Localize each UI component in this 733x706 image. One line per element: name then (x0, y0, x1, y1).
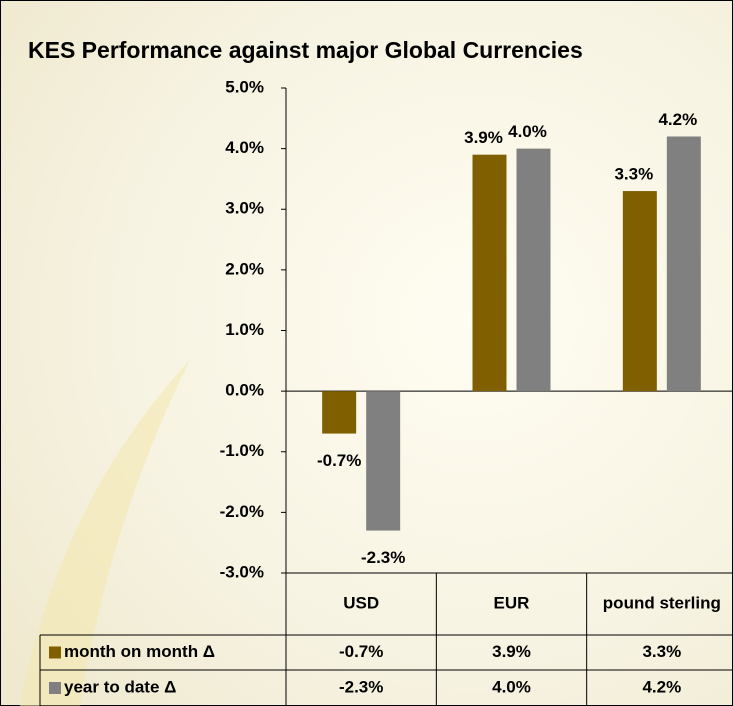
data-label: 4.0% (508, 122, 547, 141)
y-tick-label: -1.0% (220, 441, 264, 460)
bar (472, 154, 507, 392)
y-tick-label: 3.0% (225, 199, 264, 218)
decoration (20, 360, 190, 706)
y-tick-label: 0.0% (225, 381, 264, 400)
data-label: 3.9% (464, 128, 503, 147)
table-cell: 4.2% (642, 677, 681, 696)
table-cell: -2.3% (339, 677, 383, 696)
x-tick-label: EUR (494, 593, 530, 612)
y-tick-label: 5.0% (225, 77, 264, 96)
chart-title: KES Performance against major Global Cur… (28, 37, 583, 63)
bar (322, 391, 357, 434)
bar (516, 148, 551, 392)
data-label: 4.2% (658, 110, 697, 129)
x-tick-label: USD (343, 593, 379, 612)
table-cell: -0.7% (339, 642, 383, 661)
data-label: -2.3% (361, 548, 405, 567)
table-cell: 3.3% (642, 642, 681, 661)
table-cell: 3.9% (492, 642, 531, 661)
legend-swatch (49, 646, 61, 659)
legend-swatch (49, 682, 61, 694)
y-tick-label: -3.0% (220, 562, 264, 581)
y-tick-label: 1.0% (225, 320, 264, 339)
legend-label: month on month Δ (64, 642, 215, 661)
data-label: 3.3% (614, 165, 653, 184)
bar (622, 191, 657, 392)
x-tick-label: pound sterling (603, 593, 721, 612)
table-cell: 4.0% (492, 677, 531, 696)
y-tick-label: 4.0% (225, 138, 264, 157)
y-tick-label: 2.0% (225, 259, 264, 278)
legend-label: year to date Δ (64, 677, 176, 696)
bar (666, 136, 701, 392)
bar (366, 391, 401, 531)
y-tick-label: -2.0% (220, 502, 264, 521)
data-label: -0.7% (317, 451, 361, 470)
